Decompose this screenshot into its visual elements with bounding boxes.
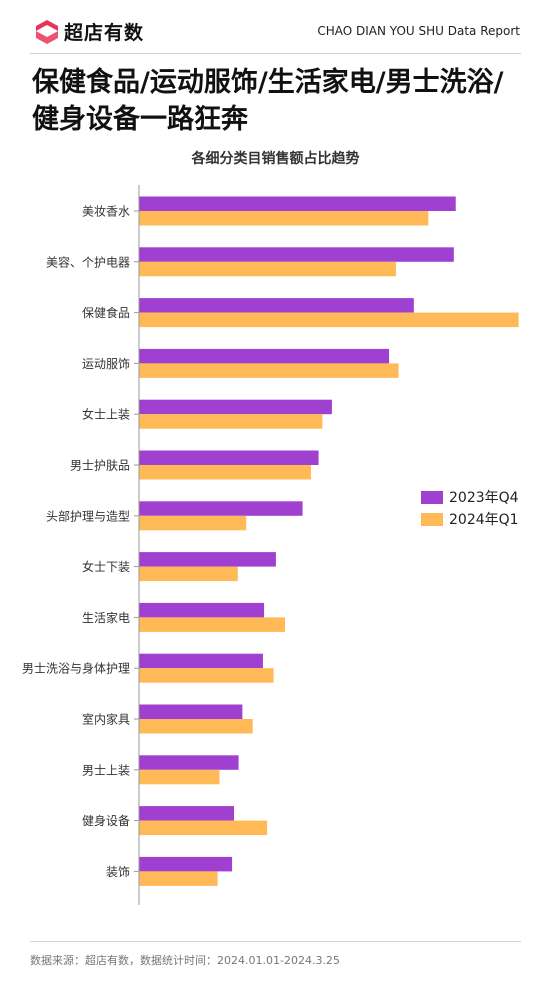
bar-series-2 <box>139 515 247 531</box>
bar-series-2 <box>139 211 429 226</box>
report-label: CHAO DIAN YOU SHU Data Report <box>317 24 520 38</box>
category-label: 头部护理与造型 <box>46 508 130 523</box>
category-label: 美容、个护电器 <box>46 254 130 269</box>
bar-series-1 <box>139 247 454 262</box>
bar-series-2 <box>139 719 253 734</box>
bar-series-2 <box>139 465 311 480</box>
category-label: 室内家具 <box>82 712 130 727</box>
header-divider <box>30 53 521 54</box>
bar-series-1 <box>139 501 303 516</box>
bar-series-1 <box>139 653 263 669</box>
bar-series-2 <box>139 261 396 277</box>
bar-series-2 <box>139 363 399 378</box>
category-label: 保健食品 <box>82 305 130 320</box>
category-label: 男士护肤品 <box>70 458 130 473</box>
bar-series-2 <box>139 617 286 632</box>
bar-chart: 美妆香水美容、个护电器保健食品运动服饰女士上装男士护肤品头部护理与造型女士下装生… <box>22 185 519 905</box>
bar-series-2 <box>139 566 238 582</box>
bar-series-1 <box>139 755 239 770</box>
legend-label-series-2: 2024年Q1 <box>449 512 519 528</box>
category-label: 男士洗浴与身体护理 <box>22 661 130 676</box>
data-source-footnote: 数据来源：超店有数，数据统计时间：2024.01.01-2024.3.25 <box>30 954 340 967</box>
chart-title: 各细分类目销售额占比趋势 <box>191 151 360 167</box>
category-label: 美妆香水 <box>82 205 130 219</box>
legend-item-series-2: 2024年Q1 <box>421 508 519 530</box>
brand-logo: 超店有数 <box>34 18 144 45</box>
bar-series-1 <box>139 196 456 211</box>
category-label: 健身设备 <box>82 813 130 828</box>
legend-label-series-1: 2023年Q4 <box>449 490 519 506</box>
category-label: 男士上装 <box>82 763 130 777</box>
bar-series-1 <box>139 450 319 465</box>
bar-series-2 <box>139 414 323 429</box>
bar-series-2 <box>139 668 274 683</box>
footer-divider <box>30 941 521 942</box>
category-label: 女士上装 <box>82 407 130 422</box>
bar-series-2 <box>139 820 268 836</box>
category-label: 女士下装 <box>82 559 130 574</box>
bar-series-1 <box>139 348 390 364</box>
bar-series-1 <box>139 704 243 719</box>
category-label: 生活家电 <box>82 610 130 625</box>
brand-name: 超店有数 <box>64 22 145 44</box>
bar-series-1 <box>139 552 276 567</box>
legend-item-series-1: 2023年Q4 <box>421 486 519 508</box>
page-title: 保健食品/运动服饰/生活家电/男士洗浴/健身设备一路狂奔 <box>32 67 504 135</box>
category-label: 运动服饰 <box>82 357 130 371</box>
bar-series-2 <box>139 871 218 886</box>
chart-legend: 2023年Q4 2024年Q1 <box>421 486 519 530</box>
report-header: 超店有数 CHAO DIAN YOU SHU Data Report <box>0 0 551 60</box>
bar-series-2 <box>139 312 519 328</box>
brand-logo-icon <box>36 19 58 44</box>
bar-series-2 <box>139 769 220 785</box>
bar-series-1 <box>139 399 332 415</box>
bar-series-1 <box>139 298 414 313</box>
legend-swatch-series-2 <box>421 512 443 526</box>
bar-series-1 <box>139 602 265 618</box>
bar-series-1 <box>139 806 234 821</box>
category-label: 装饰 <box>106 865 130 879</box>
bar-series-1 <box>139 856 233 872</box>
legend-swatch-series-1 <box>421 490 443 504</box>
